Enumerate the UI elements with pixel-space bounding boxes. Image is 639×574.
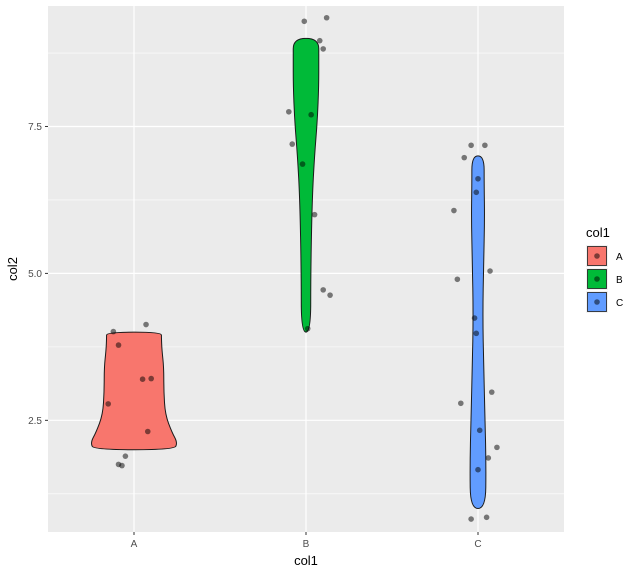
jitter-points	[105, 14, 500, 522]
data-point-b	[286, 108, 292, 115]
data-point-b	[301, 18, 308, 25]
data-point-c	[476, 427, 483, 434]
data-point-b	[311, 211, 318, 218]
legend-label-b: B	[616, 275, 623, 286]
data-point-c	[471, 315, 478, 321]
data-point-c	[458, 400, 464, 407]
data-point-c	[473, 330, 480, 337]
data-point-a	[148, 375, 154, 382]
y-tick-label: 5.0	[28, 269, 42, 280]
data-point-c	[468, 142, 474, 149]
legend-label-c: C	[616, 298, 623, 309]
data-point-c	[485, 455, 492, 461]
data-point-b	[304, 325, 311, 332]
data-point-c	[473, 189, 480, 196]
legend: col1 A B C	[586, 225, 623, 313]
x-tick-label: C	[474, 539, 481, 550]
data-point-c	[494, 444, 500, 451]
x-tick-label: A	[131, 539, 138, 550]
data-point-a	[110, 328, 117, 335]
data-point-c	[451, 207, 457, 214]
data-point-a	[143, 321, 149, 328]
data-point-c	[454, 276, 461, 283]
data-point-c	[482, 142, 488, 149]
data-point-c	[475, 466, 481, 473]
data-point-c	[468, 516, 474, 522]
data-point-a	[115, 342, 122, 348]
data-point-b	[308, 111, 314, 118]
data-point-c	[461, 154, 468, 161]
x-tick-label: B	[303, 539, 310, 550]
data-point-b	[316, 37, 323, 44]
data-point-b	[327, 292, 333, 298]
data-point-c	[488, 389, 495, 395]
legend-label-a: A	[616, 252, 623, 263]
y-tick-label: 2.5	[28, 416, 42, 427]
data-point-a	[105, 401, 111, 407]
y-axis-title: col2	[5, 257, 20, 281]
data-point-b	[299, 161, 306, 167]
legend-entries: A B C	[586, 245, 623, 313]
axes: 2.5 5.0 7.5 A B C	[28, 122, 482, 550]
data-point-c	[483, 514, 490, 521]
y-tick-label: 7.5	[28, 122, 42, 133]
data-point-b	[289, 141, 296, 147]
legend-point-b	[594, 276, 600, 282]
violins	[91, 37, 487, 509]
violin-a	[91, 331, 177, 451]
data-point-a	[115, 461, 122, 468]
data-point-b	[323, 14, 330, 21]
data-point-b	[320, 46, 327, 52]
x-axis-title: col1	[294, 553, 318, 568]
legend-point-c	[594, 299, 600, 305]
data-point-a	[122, 453, 129, 459]
legend-title: col1	[586, 225, 610, 240]
violin-b	[292, 37, 320, 333]
data-point-a	[139, 376, 146, 382]
data-point-c	[475, 175, 481, 182]
data-point-c	[487, 268, 493, 274]
data-point-b	[320, 287, 327, 293]
legend-point-a	[594, 253, 600, 259]
data-point-a	[144, 428, 151, 435]
